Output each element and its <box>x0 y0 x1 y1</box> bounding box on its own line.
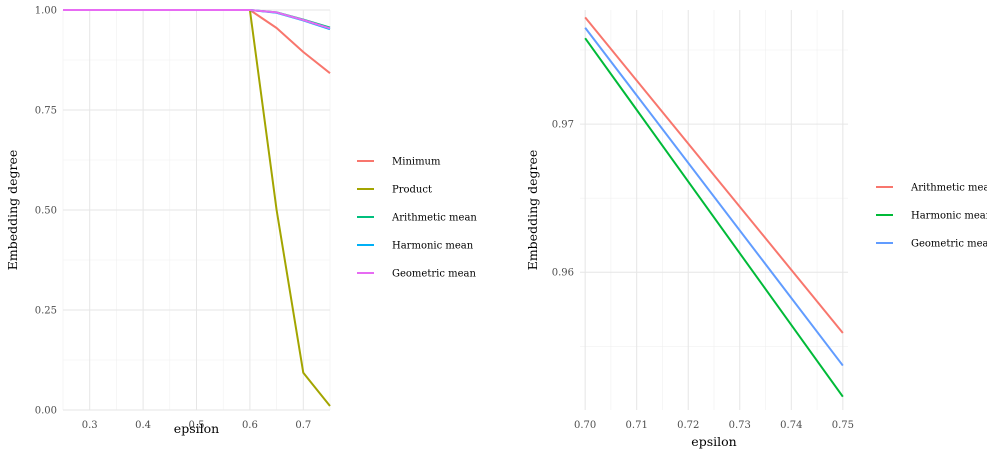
y-tick-label: 1.00 <box>35 6 57 17</box>
x-tick-label: 0.73 <box>729 420 751 431</box>
chart-panel-2: 0.70 0.71 0.72 0.73 0.74 0.75 0.96 0.97 epsilon E… <box>525 10 987 449</box>
y-tick-label: 0.00 <box>35 406 57 417</box>
x-tick-label: 0.75 <box>832 420 854 431</box>
legend-label: Harmonic mean <box>911 211 987 222</box>
x-tick-label: 0.71 <box>626 420 648 431</box>
y-axis-title: Embedding degree <box>525 150 540 271</box>
legend-label: Arithmetic mean <box>910 183 987 194</box>
x-axis-title: epsilon <box>174 421 219 436</box>
y-tick-label: 0.25 <box>35 306 57 317</box>
legend-label: Geometric mean <box>392 269 476 280</box>
legend-label: Product <box>392 185 432 196</box>
series-line-harmonic-mean <box>584 37 844 398</box>
series-line-arithmetic-mean <box>584 16 844 334</box>
x-tick-label: 0.7 <box>295 420 311 431</box>
legend-label: Harmonic mean <box>392 241 474 252</box>
legend-label: Minimum <box>392 157 441 168</box>
y-tick-label: 0.50 <box>35 206 57 217</box>
x-tick-label: 0.6 <box>242 420 258 431</box>
x-axis-title: epsilon <box>691 434 736 449</box>
legend-label: Arithmetic mean <box>391 213 477 224</box>
x-tick-label: 0.70 <box>574 420 596 431</box>
y-tick-label: 0.97 <box>552 120 574 131</box>
series-line-geometric-mean <box>63 9 331 30</box>
legend-label: Geometric mean <box>911 239 987 250</box>
x-tick-label: 0.5 <box>189 420 205 431</box>
chart-panel-1: 0.3 0.4 0.5 0.6 0.7 0.00 0.25 0.50 0.75 1.00 epsil… <box>5 6 477 437</box>
y-tick-label: 0.96 <box>552 268 574 279</box>
x-tick-label: 0.3 <box>82 420 98 431</box>
legend: Arithmetic mean Harmonic mean Geometric me… <box>876 183 987 250</box>
y-tick-label: 0.75 <box>35 106 57 117</box>
x-tick-label: 0.72 <box>677 420 699 431</box>
legend: Minimum Product Arithmetic mean Harmonic me… <box>357 157 477 280</box>
x-tick-label: 0.4 <box>135 420 151 431</box>
series-line-geometric-mean <box>584 27 844 367</box>
y-axis-title: Embedding degree <box>5 150 20 271</box>
x-tick-label: 0.74 <box>780 420 802 431</box>
